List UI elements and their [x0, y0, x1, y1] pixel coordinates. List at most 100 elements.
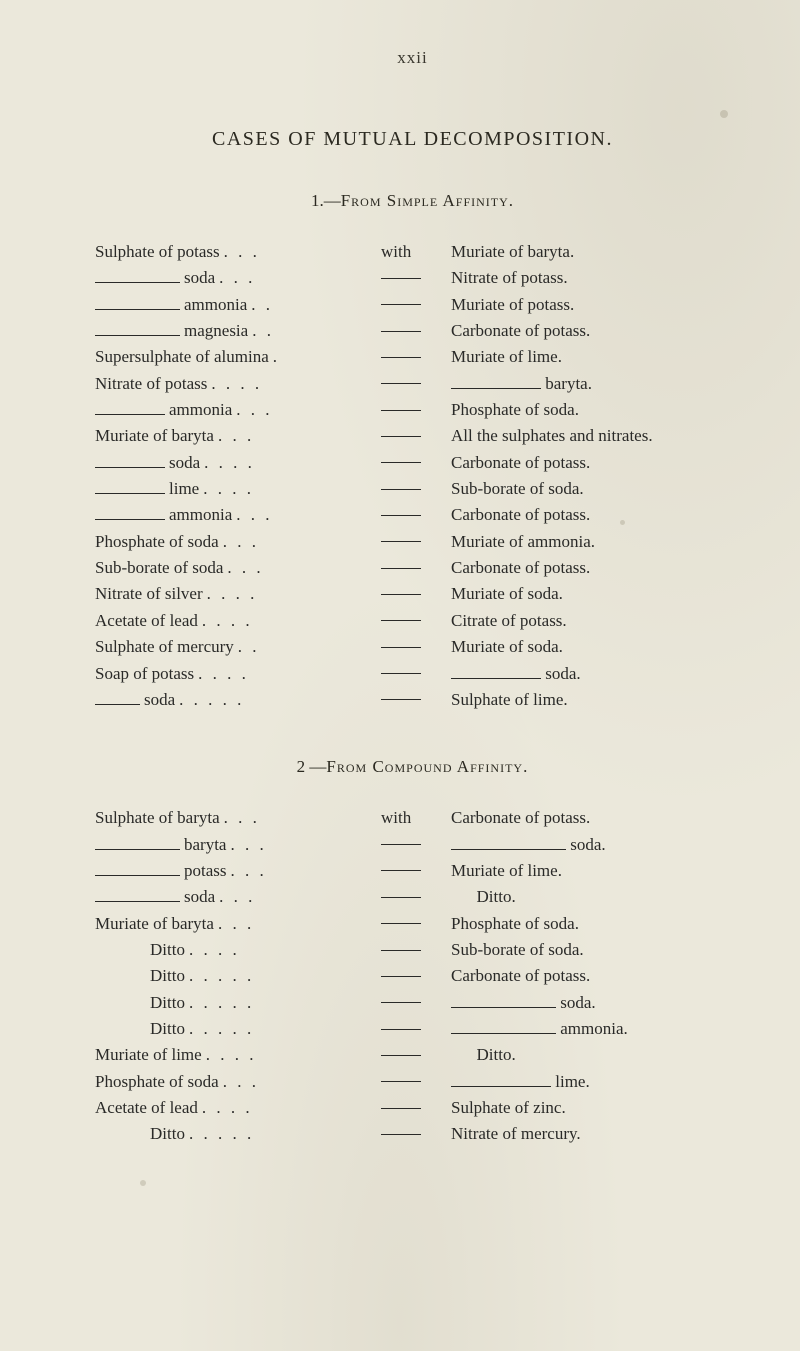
row-right-text: Muriate of lime. [451, 861, 562, 880]
row-right: Carbonate of potass. [451, 805, 730, 831]
table-row: lime . . . .Sub-borate of soda. [95, 476, 730, 502]
row-left: magnesia . . [95, 318, 375, 344]
row-left: soda . . . . [95, 450, 375, 476]
row-mid [375, 581, 451, 607]
mid-dash [381, 1134, 421, 1135]
mid-dash [381, 647, 421, 648]
row-label: ammonia [169, 397, 232, 423]
mid-dash [381, 278, 421, 279]
row-mid [375, 963, 451, 989]
mid-dash [381, 897, 421, 898]
right-dash [451, 1024, 556, 1034]
row-label: Soap of potass [95, 661, 194, 687]
indent-dash [95, 299, 180, 309]
row-label: soda [144, 687, 175, 713]
row-right: Sulphate of lime. [451, 687, 730, 713]
row-mid: with [375, 239, 451, 265]
row-right: Carbonate of potass. [451, 502, 730, 528]
mid-dash [381, 462, 421, 463]
leader-dots: . . . . . [189, 1121, 254, 1147]
row-left: Sulphate of potass . . . [95, 239, 375, 265]
leader-dots: . . . . . [189, 963, 254, 989]
row-right-text: Muriate of soda. [451, 637, 563, 656]
indent-dash [95, 273, 180, 283]
row-left: Ditto . . . . . [95, 963, 375, 989]
row-left: ammonia . . [95, 292, 375, 318]
row-mid [375, 1042, 451, 1068]
leader-dots: . . [251, 292, 273, 318]
row-mid [375, 990, 451, 1016]
row-label: Nitrate of potass [95, 371, 207, 397]
indent-dash [95, 695, 140, 705]
leader-dots: . . . . [202, 608, 253, 634]
leader-dots: . . . . [206, 1042, 257, 1068]
table-row: Sulphate of potass . . .withMuriate of b… [95, 239, 730, 265]
row-right: Carbonate of potass. [451, 963, 730, 989]
table-row: soda . . . .Carbonate of potass. [95, 450, 730, 476]
table-row: Soap of potass . . . . soda. [95, 661, 730, 687]
mid-dash [381, 331, 421, 332]
row-mid [375, 371, 451, 397]
row-right: Muriate of potass. [451, 292, 730, 318]
mid-dash [381, 304, 421, 305]
row-label: Nitrate of silver [95, 581, 203, 607]
row-right-text: Sub-borate of soda. [451, 479, 584, 498]
row-right-text: ammonia. [556, 1019, 628, 1038]
leader-dots: . . . [231, 858, 267, 884]
table-row: soda . . . Ditto. [95, 884, 730, 910]
row-mid [375, 529, 451, 555]
row-mid [375, 476, 451, 502]
paper-spot [720, 110, 728, 118]
row-mid [375, 832, 451, 858]
row-right-text: baryta. [541, 374, 592, 393]
row-right-text: Ditto. [477, 1045, 516, 1064]
leader-dots: . . . [218, 423, 254, 449]
leader-dots: . . . [223, 1069, 259, 1095]
table-row: ammonia . . Muriate of potass. [95, 292, 730, 318]
row-right-text: All the sulphates and nitrates. [451, 426, 653, 445]
row-label: baryta [184, 832, 226, 858]
mid-dash [381, 541, 421, 542]
row-mid [375, 265, 451, 291]
leader-dots: . . . [219, 265, 255, 291]
row-right-text: Carbonate of potass. [451, 505, 590, 524]
row-right-text: Carbonate of potass. [451, 966, 590, 985]
leader-dots: . . . [223, 529, 259, 555]
indent-dash [95, 484, 165, 494]
row-label: Phosphate of soda [95, 1069, 219, 1095]
row-left: Sub-borate of soda . . . [95, 555, 375, 581]
table-row: Acetate of lead . . . .Sulphate of zinc. [95, 1095, 730, 1121]
leader-dots: . [273, 344, 280, 370]
row-left: Ditto . . . . . [95, 990, 375, 1016]
row-right-text: Phosphate of soda. [451, 914, 579, 933]
row-label: ammonia [184, 292, 247, 318]
row-right-text: Muriate of potass. [451, 295, 574, 314]
row-right: Muriate of soda. [451, 634, 730, 660]
row-right: Nitrate of mercury. [451, 1121, 730, 1147]
leader-dots: . . . . [202, 1095, 253, 1121]
row-label: lime [169, 476, 199, 502]
row-right-text: Nitrate of mercury. [451, 1124, 581, 1143]
table-row: Nitrate of silver . . . .Muriate of soda… [95, 581, 730, 607]
mid-dash [381, 410, 421, 411]
row-left: Muriate of baryta . . . [95, 911, 375, 937]
row-right: lime. [451, 1069, 730, 1095]
mid-dash [381, 568, 421, 569]
row-left: Muriate of lime . . . . [95, 1042, 375, 1068]
row-mid [375, 1121, 451, 1147]
row-left: Ditto . . . . [95, 937, 375, 963]
row-right: ammonia. [451, 1016, 730, 1042]
table-row: Ditto . . . .Sub-borate of soda. [95, 937, 730, 963]
row-right-text: Carbonate of potass. [451, 558, 590, 577]
row-right: Carbonate of potass. [451, 555, 730, 581]
row-left: Supersulphate of alumina . [95, 344, 375, 370]
row-mid [375, 1069, 451, 1095]
row-left: Muriate of baryta . . . [95, 423, 375, 449]
section-2-prefix: 2 — [297, 757, 327, 776]
leader-dots: . . . . [189, 937, 240, 963]
row-label: soda [184, 884, 215, 910]
row-label: Ditto [150, 1016, 185, 1042]
row-label: Ditto [150, 963, 185, 989]
row-right: Sub-borate of soda. [451, 476, 730, 502]
row-label: soda [169, 450, 200, 476]
